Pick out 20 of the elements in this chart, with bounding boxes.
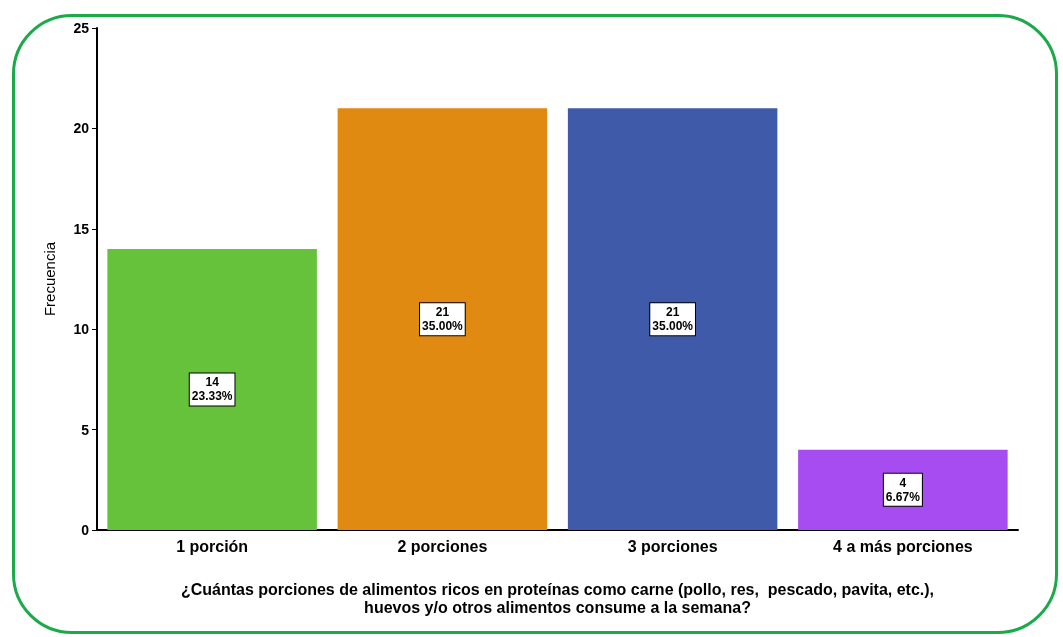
data-label: 4 6.67%	[885, 475, 921, 504]
y-tick-label: 10	[73, 321, 90, 338]
y-tick-label: 5	[81, 421, 90, 438]
x-tick-label: 4 a más porciones	[833, 537, 973, 555]
data-label: 21 35.00%	[422, 305, 464, 334]
x-tick-label: 2 porciones	[397, 537, 488, 555]
bar	[337, 108, 548, 530]
y-tick-label: 25	[73, 20, 90, 36]
x-tick-label: 3 porciones	[627, 537, 718, 555]
bar	[107, 248, 317, 530]
y-tick-label: 0	[81, 522, 90, 538]
y-axis-title: Frecuencia	[41, 241, 58, 317]
data-label: 14 23.33%	[191, 375, 233, 404]
x-axis-title: ¿Cuántas porciones de alimentos ricos en proteínas como carne (pollo, res, pescado, pavita, etc.), huevos y/o otros alimentos consume a la semana?	[180, 580, 935, 616]
bar	[567, 108, 778, 530]
data-label: 21 35.00%	[652, 305, 694, 334]
bar	[798, 449, 1008, 530]
y-tick-label: 15	[73, 220, 90, 237]
y-tick-label: 20	[73, 120, 90, 137]
x-tick-label: 1 porción	[176, 537, 249, 555]
